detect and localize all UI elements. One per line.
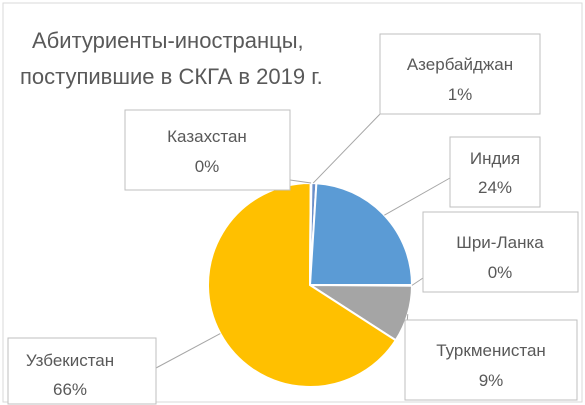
pie-slice-казахстан	[309, 181, 313, 286]
label-kazakhstan: Казахстан 0%	[124, 109, 291, 191]
label-box-uzbekistan	[7, 337, 157, 405]
label-box-india	[449, 136, 541, 208]
pie-slices	[207, 181, 414, 388]
label-name-kazakhstan: Казахстан	[167, 127, 247, 146]
label-box-sri-lanka	[422, 211, 579, 293]
pie-slice-узбекистан	[207, 181, 398, 388]
label-name-india: Индия	[470, 149, 520, 168]
label-value-turkmenistan: 9%	[479, 371, 504, 390]
leader-line-казахстан	[289, 179, 312, 184]
label-value-kazakhstan: 0%	[195, 157, 220, 176]
chart-title-line-1: Абитуриенты-иностранцы,	[32, 28, 304, 53]
label-value-sri-lanka: 0%	[488, 263, 513, 282]
label-value-azerbaijan: 1%	[448, 85, 473, 104]
leader-line-индия	[384, 177, 451, 216]
label-sri-lanka: Шри-Ланка 0%	[422, 211, 579, 293]
label-turkmenistan: Туркменистан 9%	[404, 319, 578, 401]
label-name-sri-lanka: Шри-Ланка	[456, 233, 544, 252]
pie-slice-индия	[308, 182, 414, 286]
label-name-uzbekistan: Узбекистан	[26, 351, 114, 370]
label-uzbekistan: Узбекистан 66%	[7, 337, 157, 405]
leader-line-узбекистан	[155, 333, 221, 369]
label-box-kazakhstan	[124, 109, 291, 191]
leader-line-шри-ланка	[411, 277, 424, 286]
label-azerbaijan: Азербайджан 1%	[379, 33, 541, 115]
label-value-india: 24%	[478, 178, 512, 197]
label-box-turkmenistan	[404, 319, 578, 401]
leader-lines	[155, 111, 451, 369]
label-box-azerbaijan	[379, 33, 541, 115]
label-name-turkmenistan: Туркменистан	[436, 341, 546, 360]
label-india: Индия 24%	[449, 136, 541, 208]
label-value-uzbekistan: 66%	[53, 380, 87, 399]
label-name-azerbaijan: Азербайджан	[407, 55, 513, 74]
chart-title-line-2: поступившие в СКГА в 2019 г.	[20, 64, 323, 89]
leader-line-азербайджан	[312, 111, 383, 184]
